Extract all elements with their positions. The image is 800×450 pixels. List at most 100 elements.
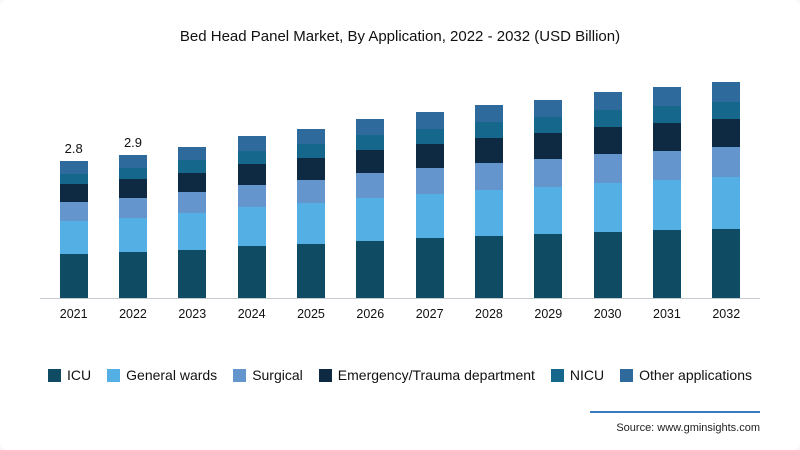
segment-nicu-2022 (118, 168, 147, 180)
segment-surgical-2032 (712, 146, 741, 178)
source-divider (590, 411, 760, 413)
x-tick-2028: 2028 (475, 307, 503, 321)
bar-stack-2024 (237, 136, 266, 298)
legend-item-surgical: Surgical (233, 367, 303, 383)
source-text: Source: www.gminsights.com (616, 422, 760, 434)
segment-icu-2021 (59, 253, 88, 298)
bar-2031 (637, 87, 696, 298)
segment-general-wards-2025 (296, 203, 325, 245)
segment-emergency-trauma-department-2027 (415, 143, 444, 168)
bar-stack-2026 (356, 119, 385, 298)
segment-other-applications-2026 (356, 119, 385, 136)
legend-swatch-icu (48, 368, 62, 382)
segment-emergency-trauma-department-2030 (593, 126, 622, 154)
x-tick-2021: 2021 (59, 307, 88, 321)
segment-general-wards-2024 (237, 207, 266, 247)
legend-label-other-applications: Other applications (639, 367, 752, 383)
bar-2023 (163, 146, 222, 298)
segment-general-wards-2031 (652, 179, 681, 231)
x-tick-2030: 2030 (593, 307, 622, 321)
segment-surgical-2024 (237, 184, 266, 208)
bar-2021: 2.8 (44, 141, 103, 298)
segment-general-wards-2028 (474, 189, 503, 237)
legend-label-emergency-trauma-department: Emergency/Trauma department (337, 367, 535, 383)
legend-label-nicu: NICU (569, 367, 605, 383)
segment-emergency-trauma-department-2024 (237, 163, 266, 185)
segment-emergency-trauma-department-2032 (712, 118, 741, 147)
segment-surgical-2025 (296, 179, 325, 204)
x-tick-2025: 2025 (297, 307, 325, 321)
segment-emergency-trauma-department-2029 (534, 132, 563, 159)
segment-emergency-trauma-department-2025 (296, 157, 325, 180)
segment-icu-2027 (415, 238, 444, 298)
segment-icu-2030 (593, 232, 622, 298)
legend-swatch-nicu (550, 368, 564, 382)
segment-nicu-2027 (415, 128, 444, 144)
bar-2022: 2.9 (103, 135, 162, 298)
segment-other-applications-2029 (534, 99, 563, 118)
bar-2032 (697, 82, 756, 298)
segment-other-applications-2027 (415, 112, 444, 129)
segment-nicu-2030 (593, 110, 622, 127)
segment-icu-2024 (237, 246, 266, 298)
bar-stack-2027 (415, 112, 444, 298)
segment-nicu-2025 (296, 144, 325, 158)
x-axis-labels: 2021 2022 2023 2024 2025 2026 2027 2028 2029 2030… (40, 307, 760, 321)
legend-label-icu: ICU (67, 367, 92, 383)
segment-icu-2031 (652, 230, 681, 298)
segment-icu-2022 (118, 252, 147, 298)
legend-swatch-general-wards (107, 368, 121, 382)
segment-other-applications-2023 (178, 146, 207, 161)
segment-other-applications-2024 (237, 136, 266, 152)
segment-emergency-trauma-department-2021 (59, 184, 88, 203)
bar-stack-2031 (652, 87, 681, 298)
segment-general-wards-2027 (415, 193, 444, 239)
segment-icu-2028 (474, 236, 503, 298)
segment-general-wards-2032 (712, 177, 741, 229)
segment-nicu-2028 (474, 122, 503, 138)
segment-general-wards-2021 (59, 221, 88, 254)
x-tick-2023: 2023 (178, 307, 207, 321)
legend-item-other-applications: Other applications (620, 367, 752, 383)
x-tick-2031: 2031 (653, 307, 681, 321)
x-tick-2024: 2024 (237, 307, 266, 321)
segment-icu-2026 (356, 240, 385, 298)
legend-swatch-other-applications (620, 368, 634, 382)
legend-label-surgical: Surgical (252, 367, 303, 383)
legend-swatch-surgical (233, 368, 247, 382)
segment-surgical-2023 (178, 192, 207, 214)
segment-nicu-2026 (356, 135, 385, 150)
bar-stack-2023 (178, 146, 207, 298)
segment-nicu-2024 (237, 151, 266, 164)
segment-surgical-2022 (118, 198, 147, 219)
segment-surgical-2030 (593, 153, 622, 183)
segment-emergency-trauma-department-2026 (356, 149, 385, 173)
bar-stack-2021 (59, 161, 88, 298)
bars-container: 2.8 2.9 (40, 71, 760, 299)
legend-item-icu: ICU (48, 367, 91, 383)
segment-other-applications-2021 (59, 161, 88, 174)
segment-other-applications-2028 (474, 104, 503, 123)
chart-title: Bed Head Panel Market, By Application, 2… (179, 28, 621, 45)
bar-stack-2028 (474, 104, 503, 298)
bar-2027 (400, 112, 459, 298)
x-tick-2029: 2029 (534, 307, 563, 321)
segment-icu-2032 (712, 228, 741, 298)
segment-emergency-trauma-department-2022 (118, 179, 147, 199)
segment-icu-2029 (534, 234, 563, 298)
x-tick-2022: 2022 (119, 307, 147, 321)
segment-general-wards-2030 (593, 182, 622, 233)
segment-other-applications-2030 (593, 91, 622, 111)
segment-nicu-2021 (59, 173, 88, 185)
segment-icu-2023 (178, 249, 207, 298)
segment-other-applications-2031 (652, 87, 681, 107)
bar-2026 (341, 119, 400, 298)
segment-surgical-2028 (474, 162, 503, 190)
plot-area: 2.8 2.9 2021 2022 2023 2024 2025 2026 2027 2028 2… (40, 71, 760, 321)
x-tick-2032: 2032 (712, 307, 741, 321)
segment-other-applications-2025 (296, 128, 325, 145)
segment-emergency-trauma-department-2031 (652, 123, 681, 151)
segment-nicu-2032 (712, 101, 741, 119)
bar-value-label-2022: 2.9 (123, 135, 143, 151)
